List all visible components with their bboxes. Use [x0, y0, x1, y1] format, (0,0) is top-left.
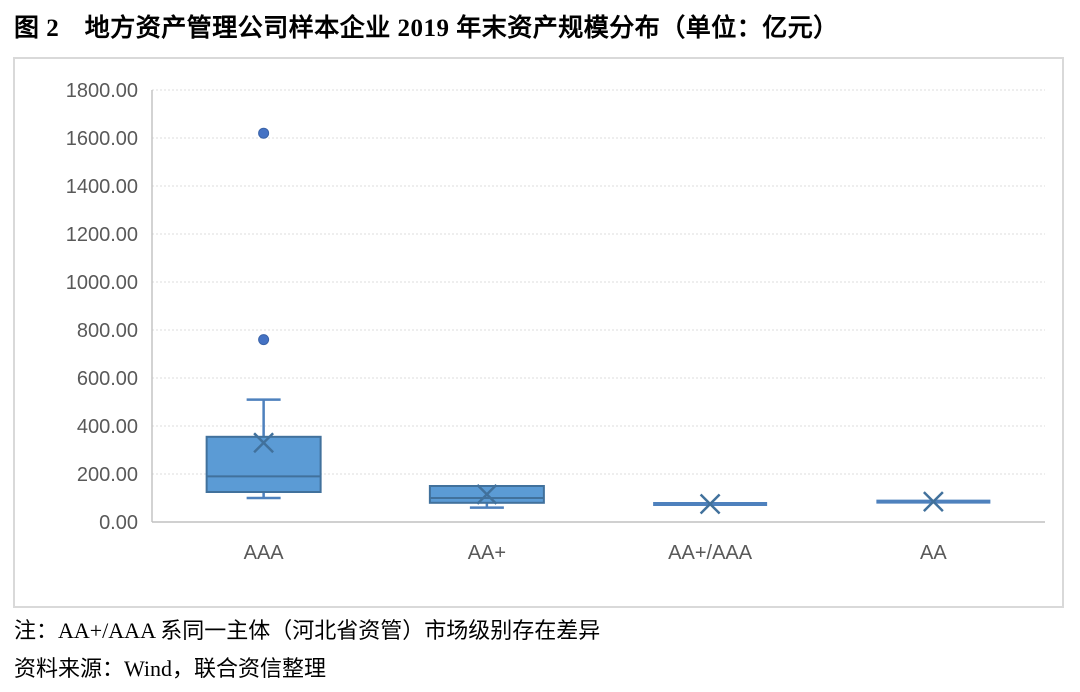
category-label-AAA: AAA — [244, 542, 285, 564]
boxplot-chart: 0.00 200.00 400.00 600.00 800.00 1000.00 1200.… — [66, 80, 1045, 564]
category-label-AA+: AA+ — [468, 542, 506, 564]
category-label-AA+/AAA: AA+/AAA — [668, 542, 753, 564]
y-tick-label-1400.00: 1400.00 — [66, 176, 138, 198]
chart-frame: 0.00 200.00 400.00 600.00 800.00 1000.00 1200.… — [13, 57, 1064, 608]
y-tick-label-200.00: 200.00 — [77, 464, 138, 486]
y-tick-label-1200.00: 1200.00 — [66, 224, 138, 246]
y-tick-label-1800.00: 1800.00 — [66, 80, 138, 102]
data-source: 资料来源：Wind，联合资信整理 — [14, 656, 326, 681]
box-AAA — [205, 435, 322, 493]
outlier-point-AAA-0 — [258, 334, 270, 346]
y-tick-label-1600.00: 1600.00 — [66, 128, 138, 150]
chart-note: 注：AA+/AAA 系同一主体（河北省资管）市场级别存在差异 — [14, 618, 601, 643]
y-tick-label-0.00: 0.00 — [99, 512, 138, 534]
y-tick-label-400.00: 400.00 — [77, 416, 138, 438]
outlier-point-AAA-1 — [258, 127, 270, 139]
mean-marker-icon-AA+ — [476, 484, 498, 505]
category-label-AA: AA — [920, 542, 947, 564]
mean-marker-icon-AAA — [253, 432, 275, 454]
mean-marker-icon-AA+/AAA — [699, 493, 721, 515]
y-tick-label-600.00: 600.00 — [77, 368, 138, 390]
figure-title: 图 2 地方资产管理公司样本企业 2019 年末资产规模分布（单位：亿元） — [14, 15, 839, 42]
y-tick-label-800.00: 800.00 — [77, 320, 138, 342]
mean-marker-icon-AA — [922, 491, 944, 512]
y-tick-label-1000.00: 1000.00 — [66, 272, 138, 294]
